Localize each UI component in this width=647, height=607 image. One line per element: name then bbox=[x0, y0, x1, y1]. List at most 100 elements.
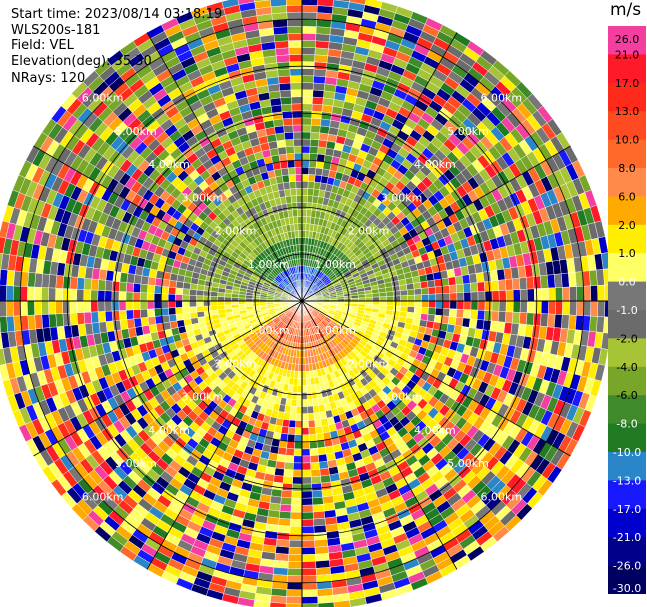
velocity-gate bbox=[519, 288, 528, 302]
velocity-gate bbox=[279, 503, 292, 513]
velocity-gate bbox=[314, 538, 329, 548]
velocity-gate bbox=[306, 398, 314, 407]
velocity-gate bbox=[132, 309, 142, 319]
velocity-gate bbox=[289, 412, 297, 421]
velocity-gate bbox=[167, 300, 176, 309]
velocity-gate bbox=[433, 278, 443, 288]
velocity-gate bbox=[525, 276, 535, 290]
velocity-gate bbox=[583, 300, 592, 317]
velocity-gate bbox=[317, 453, 328, 463]
velocity-gate bbox=[280, 426, 289, 435]
velocity-gate bbox=[364, 293, 373, 298]
velocity-gate bbox=[168, 279, 177, 288]
velocity-gate bbox=[48, 274, 58, 289]
velocity-gate bbox=[189, 306, 198, 314]
velocity-gate bbox=[296, 392, 303, 400]
velocity-gate bbox=[301, 378, 307, 386]
velocity-gate bbox=[309, 440, 318, 450]
velocity-gate bbox=[385, 291, 394, 297]
velocity-gate bbox=[286, 582, 303, 591]
velocity-gate bbox=[589, 269, 598, 287]
velocity-gate bbox=[0, 300, 7, 318]
velocity-gate bbox=[274, 552, 289, 562]
velocity-gate bbox=[498, 300, 507, 312]
velocity-gate bbox=[428, 300, 437, 309]
velocity-gate bbox=[476, 309, 486, 321]
velocity-gate bbox=[386, 300, 394, 307]
velocity-gate bbox=[292, 469, 303, 478]
velocity-gate bbox=[189, 300, 197, 308]
velocity-gate bbox=[490, 310, 500, 322]
velocity-gate bbox=[526, 288, 535, 302]
velocity-gate bbox=[301, 0, 319, 6]
velocity-gate bbox=[146, 292, 155, 302]
velocity-gate bbox=[504, 311, 514, 324]
velocity-gate bbox=[41, 287, 49, 302]
velocity-gate bbox=[301, 68, 315, 77]
velocity-gate bbox=[307, 188, 315, 197]
velocity-gate bbox=[427, 314, 436, 323]
velocity-gate bbox=[62, 288, 71, 302]
velocity-gate bbox=[174, 294, 183, 302]
velocity-gate bbox=[301, 75, 315, 84]
velocity-gate bbox=[273, 567, 289, 576]
velocity-gate bbox=[301, 209, 308, 217]
velocity-gate bbox=[301, 455, 311, 464]
velocity-gate bbox=[314, 47, 329, 57]
velocity-gate bbox=[497, 279, 507, 291]
velocity-gate bbox=[470, 300, 479, 311]
velocity-gate bbox=[291, 483, 303, 492]
velocity-gate bbox=[309, 454, 320, 464]
velocity-gate bbox=[146, 300, 155, 310]
velocity-gate bbox=[442, 293, 451, 302]
velocity-gate bbox=[358, 297, 366, 302]
velocity-gate bbox=[203, 300, 211, 307]
velocity-gate bbox=[126, 318, 136, 329]
velocity-gate bbox=[301, 216, 307, 224]
velocity-gate bbox=[539, 274, 549, 289]
velocity-gate bbox=[304, 356, 309, 365]
velocity-gate bbox=[0, 316, 8, 333]
velocity-gate bbox=[463, 291, 472, 302]
velocity-gate bbox=[34, 314, 43, 330]
velocity-gate bbox=[284, 454, 295, 464]
velocity-gate bbox=[286, 589, 303, 598]
velocity-gate bbox=[301, 188, 309, 196]
velocity-gate bbox=[490, 280, 500, 292]
velocity-gate bbox=[525, 312, 535, 326]
velocity-gate bbox=[111, 290, 120, 302]
velocity-gate bbox=[546, 274, 556, 289]
velocity-gate bbox=[312, 82, 326, 92]
velocity-gate bbox=[310, 475, 322, 485]
velocity-gate bbox=[317, 446, 327, 456]
velocity-gate bbox=[317, 0, 334, 7]
velocity-gate bbox=[301, 483, 313, 492]
velocity-gate bbox=[454, 275, 464, 286]
velocity-gate bbox=[161, 314, 171, 324]
velocity-gate bbox=[290, 398, 298, 407]
velocity-gate bbox=[568, 314, 577, 330]
velocity-gate bbox=[210, 300, 218, 307]
velocity-gate bbox=[0, 269, 1, 282]
velocity-gate bbox=[281, 482, 293, 492]
velocity-gate bbox=[97, 279, 107, 291]
velocity-gate bbox=[301, 568, 317, 577]
velocity-gate bbox=[476, 281, 486, 293]
velocity-gate bbox=[400, 295, 408, 302]
velocity-gate bbox=[224, 296, 232, 302]
velocity-gate bbox=[433, 314, 443, 324]
velocity-gate bbox=[55, 313, 65, 328]
velocity-gate bbox=[555, 287, 563, 302]
velocity-gate bbox=[301, 4, 318, 13]
velocity-gate bbox=[301, 89, 314, 98]
velocity-gate bbox=[319, 125, 330, 135]
velocity-gate bbox=[455, 283, 465, 294]
velocity-gate bbox=[181, 300, 190, 308]
velocity-gate bbox=[434, 286, 443, 295]
velocity-gate bbox=[305, 377, 312, 386]
velocity-gate bbox=[285, 447, 295, 457]
velocity-gate bbox=[315, 167, 324, 176]
velocity-gate bbox=[315, 26, 331, 35]
velocity-gate bbox=[421, 294, 430, 302]
velocity-gate bbox=[97, 311, 107, 323]
